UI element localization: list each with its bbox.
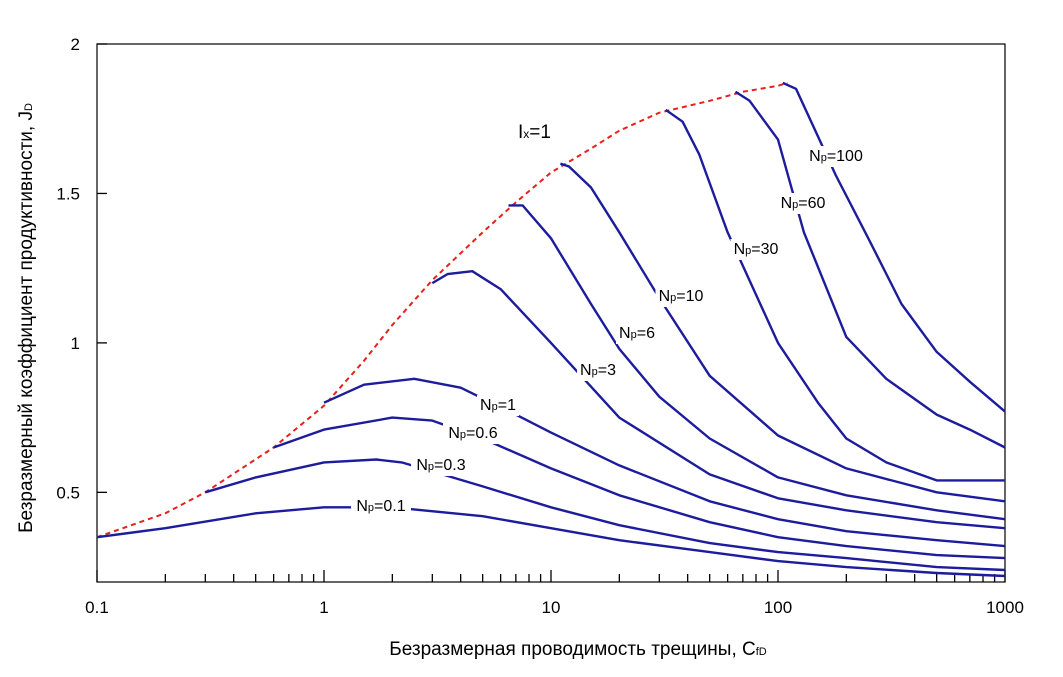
series-label-1-bg (411, 455, 471, 476)
series-label-9-bg (806, 146, 866, 167)
series-label-0-bg (351, 496, 411, 517)
series-label-3-bg (477, 395, 519, 416)
series-line-3 (323, 377, 1006, 548)
x-tick-label: 0.1 (85, 598, 109, 617)
series-label-9: Np=100 (809, 148, 863, 165)
series-line-0 (96, 506, 1006, 578)
series-label-2: Np=0.6 (448, 425, 497, 442)
series-line-1 (204, 458, 1006, 572)
y-tick-label: 0.5 (56, 483, 80, 502)
series-label-8: Np=60 (781, 195, 826, 212)
series-label-7-bg (730, 239, 782, 260)
series-label-2-bg (443, 423, 503, 444)
axis-ticks (96, 43, 1006, 582)
x-tick-label: 100 (764, 598, 792, 617)
curve-labels: Np=0.1 Np=0.3 Np=0.6 Np=1 Np=3 Np=6 Np=10 Np=30… (351, 122, 866, 517)
series-line-6 (560, 162, 1006, 503)
y-axis-title-main: Безразмерный коэффициент продуктивности,… (16, 111, 37, 533)
series-line-2 (273, 416, 1006, 560)
x-axis-title-main: Безразмерная проводимость трещины, C (389, 639, 755, 660)
x-tick-label: 10 (542, 598, 561, 617)
series-label-5: Np=6 (619, 325, 655, 342)
envelope-label: Ix=1 (518, 122, 551, 143)
series-label-1: Np=0.3 (416, 457, 465, 474)
envelope-line-ix1 (96, 81, 788, 539)
series-label-0: Np=0.1 (356, 498, 405, 515)
series-label-8-bg (777, 193, 829, 214)
x-tick-label: 1000 (986, 598, 1024, 617)
y-axis-title: Безразмерный коэффициент продуктивности,… (16, 103, 37, 533)
series-line-8 (734, 90, 1006, 449)
x-tick-label: 1 (319, 598, 328, 617)
plot-frame (96, 43, 1006, 583)
series-line-5 (508, 204, 1006, 521)
series-label-7: Np=30 (734, 241, 779, 258)
series-label-6-bg (655, 286, 707, 307)
series-layer (96, 81, 1006, 578)
y-tick-label: 1 (71, 334, 80, 353)
series-line-7 (665, 108, 1005, 482)
series-label-4-bg (577, 360, 619, 381)
y-axis-title-sub: D (23, 103, 35, 111)
series-label-5-bg (616, 323, 658, 344)
tick-labels: 0.1 1 10 100 1000 0.5 1 1.5 2 (56, 35, 1024, 617)
y-tick-label: 2 (71, 35, 80, 54)
x-axis-title-sub: fD (756, 646, 767, 658)
series-label-3: Np=1 (480, 397, 516, 414)
series-line-9 (782, 81, 1006, 413)
series-label-4: Np=3 (580, 362, 616, 379)
y-tick-label: 1.5 (56, 184, 80, 203)
series-line-4 (431, 270, 1006, 530)
series-label-6: Np=10 (659, 288, 704, 305)
envelope-layer (96, 81, 788, 539)
x-axis-title: Безразмерная проводимость трещины, CfD (389, 639, 767, 660)
